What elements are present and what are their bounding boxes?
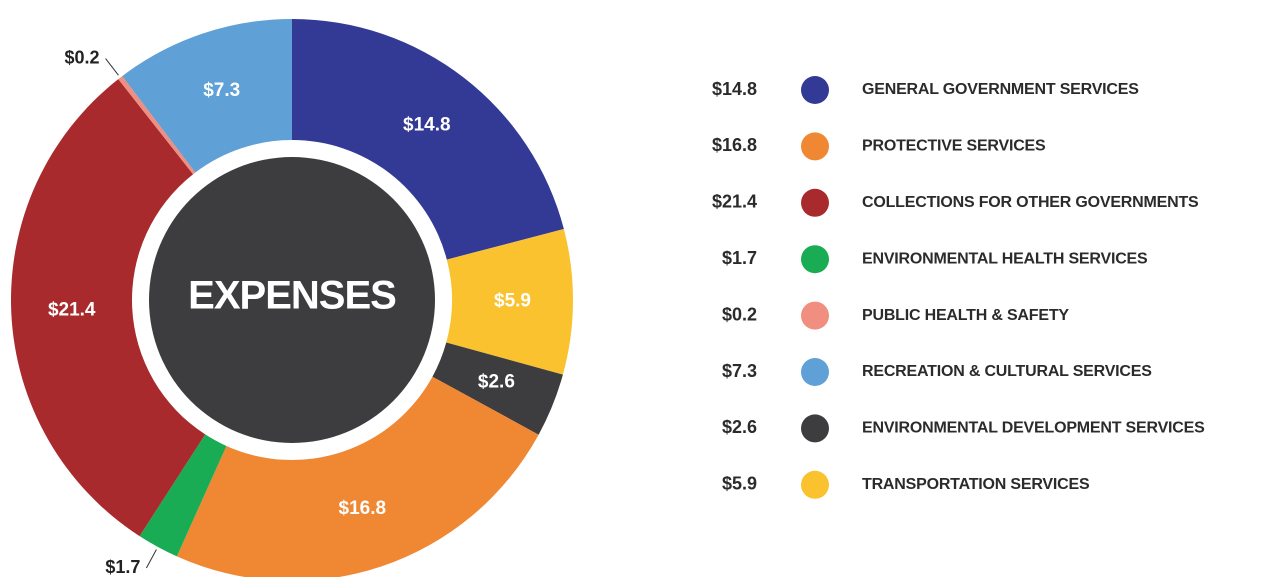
legend-value: $0.2 [722, 304, 757, 324]
slice-label: $14.8 [403, 115, 451, 136]
center-label: EXPENSES [188, 274, 396, 318]
leader-line [145, 549, 157, 569]
legend-name: ENVIRONMENTAL HEALTH SERVICES [862, 250, 1148, 267]
donut-slice [11, 79, 206, 537]
slice-label: $16.8 [339, 498, 387, 519]
legend-name: RECREATION & CULTURAL SERVICES [862, 363, 1152, 380]
donut-slice [122, 19, 292, 173]
legend-value: $7.3 [722, 361, 757, 381]
donut-slice [139, 434, 227, 557]
legend-value: $21.4 [712, 192, 757, 212]
legend-name: PROTECTIVE SERVICES [862, 138, 1046, 155]
donut-slice [432, 342, 563, 435]
donut-slice [176, 376, 539, 581]
legend-swatch [801, 132, 829, 161]
legend-name: GENERAL GOVERNMENT SERVICES [862, 81, 1139, 98]
center-disc [149, 157, 435, 443]
legend-swatch [801, 470, 829, 499]
legend-swatch [801, 245, 829, 274]
legend-name: COLLECTIONS FOR OTHER GOVERNMENTS [862, 194, 1199, 211]
legend-value: $2.6 [722, 417, 757, 437]
slice-label-outside: $0.2 [65, 47, 100, 67]
donut-slice [292, 19, 564, 260]
slice-label-outside: $1.7 [105, 557, 140, 577]
legend-name: TRANSPORTATION SERVICES [862, 476, 1090, 493]
donut-slice [446, 228, 573, 375]
legend-name: ENVIRONMENTAL DEVELOPMENT SERVICES [862, 420, 1205, 437]
slice-label: $5.9 [494, 290, 531, 311]
legend-name: PUBLIC HEALTH & SAFETY [862, 307, 1069, 324]
legend-swatch [801, 358, 829, 386]
donut-slice [118, 76, 196, 175]
legend-swatch [801, 188, 829, 217]
legend-swatch [801, 76, 829, 104]
legend-swatch [801, 414, 829, 443]
slice-label: $7.3 [203, 80, 240, 101]
legend-value: $16.8 [712, 135, 757, 155]
leader-line [105, 58, 119, 76]
legend-swatch [801, 301, 829, 330]
legend-value: $14.8 [712, 79, 757, 99]
legend-value: $5.9 [722, 474, 757, 494]
legend-value: $1.7 [722, 248, 757, 268]
slice-label: $21.4 [48, 299, 96, 320]
slice-label: $2.6 [478, 372, 515, 393]
